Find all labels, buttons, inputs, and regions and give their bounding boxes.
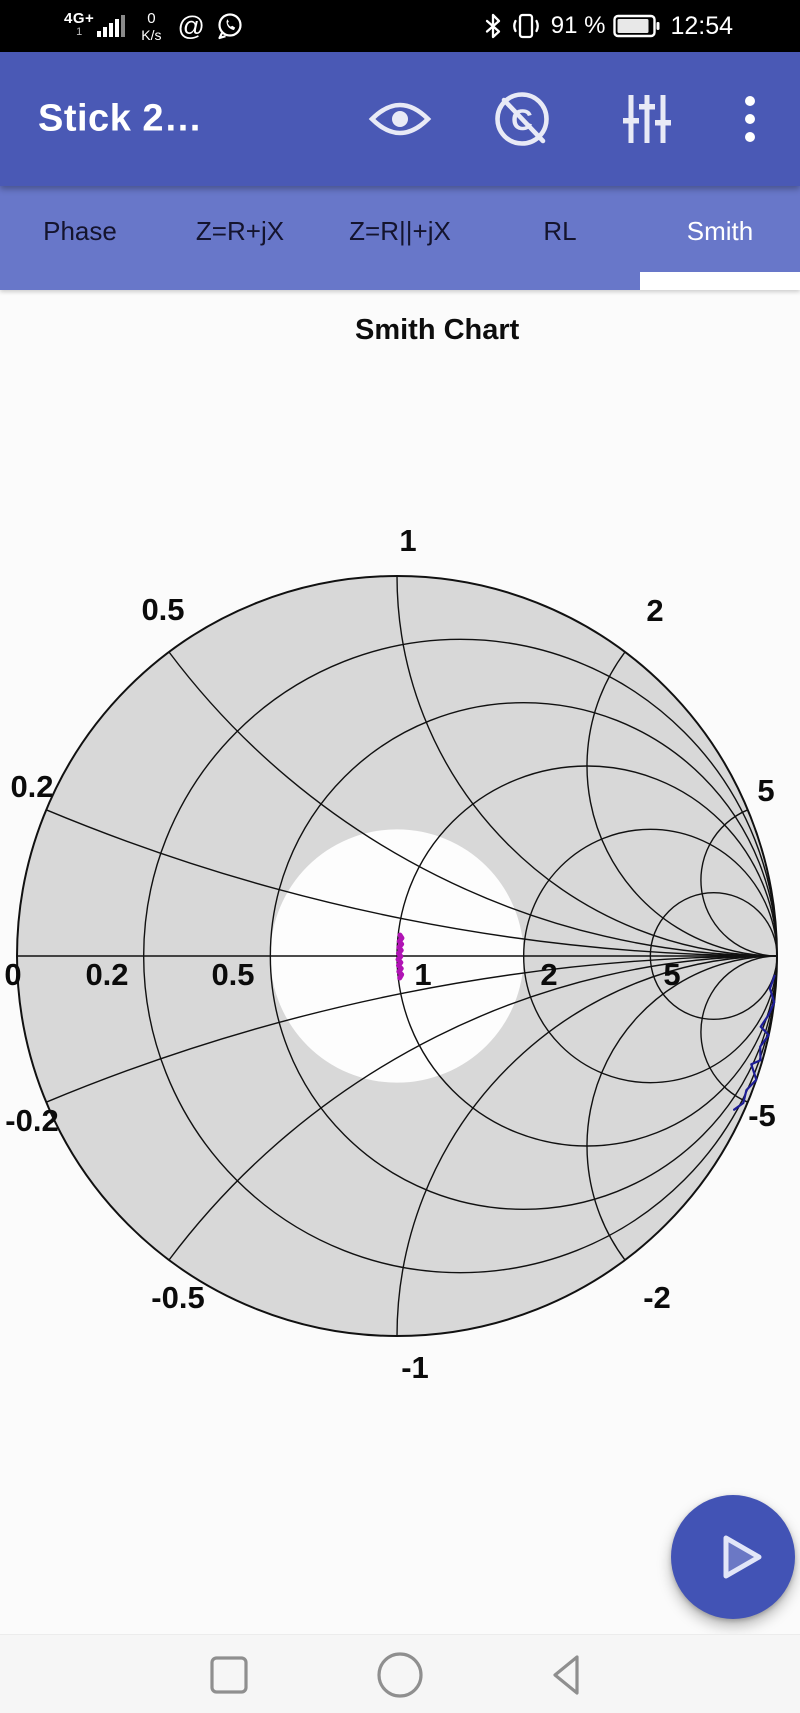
tab-z-series[interactable]: Z=R+jX	[195, 215, 285, 246]
navigation-bar	[0, 1634, 800, 1713]
trace-measurement-near-center	[395, 932, 405, 981]
calibration-off-icon: C	[495, 92, 549, 146]
data-rate-value: 0	[147, 9, 156, 27]
run-sweep-fab[interactable]	[671, 1495, 795, 1619]
axis-label-1: 1	[414, 957, 431, 992]
x-arc--0.5	[168, 955, 778, 1261]
rim-label-2: 2	[646, 593, 663, 628]
x-arc--2	[586, 955, 778, 1261]
home-button[interactable]	[376, 1651, 424, 1699]
tab-bar: Phase Z=R+jX Z=R||+jX RL Smith	[0, 186, 800, 290]
vibrate-icon	[512, 13, 539, 39]
sim-indicator: 1	[76, 26, 83, 38]
rim-label--0.2: -0.2	[5, 1103, 58, 1138]
x-arc-1	[396, 575, 778, 957]
play-icon	[723, 1535, 762, 1579]
battery-percent: 91 %	[550, 12, 606, 39]
app-title: Stick 2…	[38, 97, 203, 140]
tune-button[interactable]	[621, 91, 673, 147]
calibration-off-button[interactable]: C	[492, 89, 552, 149]
battery-icon	[613, 14, 660, 38]
data-rate: 0 K/s	[141, 11, 161, 42]
three-dots-icon	[745, 96, 755, 142]
rim-label-0.5: 0.5	[141, 592, 184, 627]
status-left-cluster: 4G+ 1 0 K/s @	[64, 11, 245, 42]
x-arc--0.2	[45, 955, 778, 1103]
rim-label--1: -1	[401, 1350, 429, 1385]
clock: 12:54	[670, 11, 733, 40]
tab-rl[interactable]: RL	[543, 215, 577, 246]
smith-outer-circle	[16, 575, 778, 1337]
signal-bars-icon	[97, 15, 126, 37]
r-circle-0.2	[142, 638, 778, 1274]
rim-label--0.5: -0.5	[151, 1280, 204, 1315]
rim-label-0.2: 0.2	[10, 769, 53, 804]
x-arc-2	[586, 651, 778, 957]
rim-label-0: 0	[4, 957, 21, 992]
rim-label--5: -5	[748, 1098, 776, 1133]
x-arc-5	[700, 809, 778, 957]
axis-label-0.2: 0.2	[85, 957, 128, 992]
x-arc--1	[396, 955, 778, 1337]
x-arc-0.5	[168, 651, 778, 957]
trace-trace-at-rim	[732, 974, 776, 1111]
chart-title: Smith Chart	[355, 314, 520, 346]
r-circle-1	[396, 765, 778, 1147]
home-circle-icon	[377, 1651, 423, 1698]
data-rate-unit: K/s	[141, 26, 162, 43]
whatsapp-icon	[218, 13, 242, 40]
vswr-2-region	[270, 829, 524, 1083]
tab-z-parallel[interactable]: Z=R||+jX	[349, 215, 451, 246]
r-circle-0.5	[269, 701, 778, 1211]
tab-phase[interactable]: Phase	[43, 215, 117, 246]
back-button[interactable]	[548, 1653, 588, 1697]
sliders-icon	[623, 95, 671, 143]
app-bar: Stick 2… C	[0, 52, 800, 186]
overflow-menu-button[interactable]	[744, 95, 756, 143]
axis-label-0.5: 0.5	[211, 957, 254, 992]
axis-label-2: 2	[540, 957, 557, 992]
axis-label-5: 5	[663, 957, 680, 992]
visibility-button[interactable]	[368, 96, 432, 142]
rim-label--2: -2	[643, 1280, 671, 1315]
r-circle-5	[649, 891, 778, 1021]
x-arc-0.2	[45, 809, 778, 957]
back-triangle-icon	[553, 1654, 579, 1695]
rim-label-5: 5	[757, 773, 774, 808]
tab-smith[interactable]: Smith	[686, 215, 754, 246]
signal-indicator: 4G+ 1	[64, 11, 127, 41]
recents-square-icon	[210, 1655, 248, 1694]
at-sign-icon: @	[177, 10, 205, 41]
eye-icon	[368, 102, 432, 136]
recents-button[interactable]	[209, 1655, 249, 1695]
status-right-cluster: 91 % 12:54	[483, 12, 733, 41]
tab-indicator	[640, 272, 800, 290]
r-circle-2	[522, 828, 778, 1084]
bluetooth-icon	[485, 13, 500, 39]
network-type-label: 4G+	[64, 10, 95, 27]
status-bar: 4G+ 1 0 K/s @	[0, 0, 800, 52]
rim-label-1: 1	[399, 523, 416, 558]
x-arc--5	[700, 955, 778, 1103]
